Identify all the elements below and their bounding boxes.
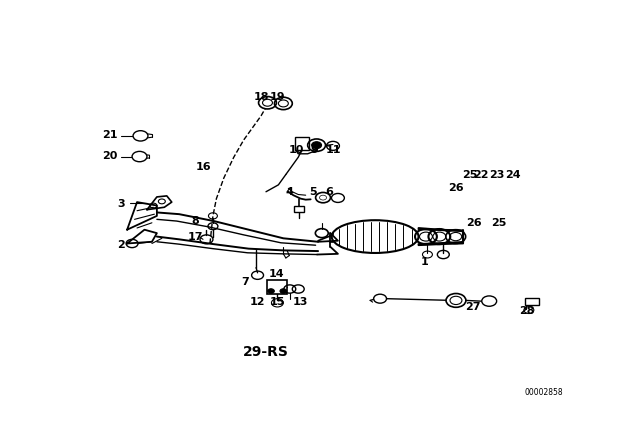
Text: 00002858: 00002858 [525,388,564,397]
Text: 25: 25 [492,219,507,228]
Text: 14: 14 [269,269,285,279]
Text: 18: 18 [253,92,269,102]
Text: 22: 22 [473,170,488,180]
Text: 17: 17 [188,232,203,242]
Text: 20: 20 [102,151,118,161]
Text: 19: 19 [269,92,285,102]
Text: 4: 4 [285,187,293,197]
Circle shape [259,96,276,109]
Text: 26: 26 [447,183,463,193]
Text: 27: 27 [465,302,481,312]
Text: 16: 16 [195,162,211,172]
Text: 1: 1 [421,258,429,267]
Circle shape [268,289,275,293]
Circle shape [132,151,147,162]
Bar [268,280,287,293]
Text: 10: 10 [289,145,305,155]
Circle shape [482,296,497,306]
Text: 2: 2 [117,240,125,250]
Bar [295,137,308,151]
Circle shape [280,289,287,293]
Text: 3: 3 [117,199,125,209]
Ellipse shape [332,220,419,253]
Text: 9: 9 [310,145,318,155]
Circle shape [312,142,321,149]
Text: 25: 25 [461,170,477,180]
Text: 6: 6 [325,187,333,197]
Text: 21: 21 [102,130,118,140]
Bar [294,206,304,212]
Circle shape [133,131,148,141]
Text: 11: 11 [325,145,340,155]
Text: 24: 24 [505,170,521,180]
Text: 5: 5 [309,187,317,197]
Text: 8: 8 [191,216,199,226]
Circle shape [446,293,466,307]
Bar [525,298,540,305]
Text: 28: 28 [518,306,534,316]
Text: 26: 26 [467,219,482,228]
Text: 13: 13 [293,297,308,307]
Text: 23: 23 [489,170,504,180]
Text: 29-RS: 29-RS [243,345,289,359]
Text: 15: 15 [269,297,285,307]
Text: 12: 12 [250,297,265,307]
Text: 7: 7 [241,277,249,287]
Circle shape [319,195,326,200]
